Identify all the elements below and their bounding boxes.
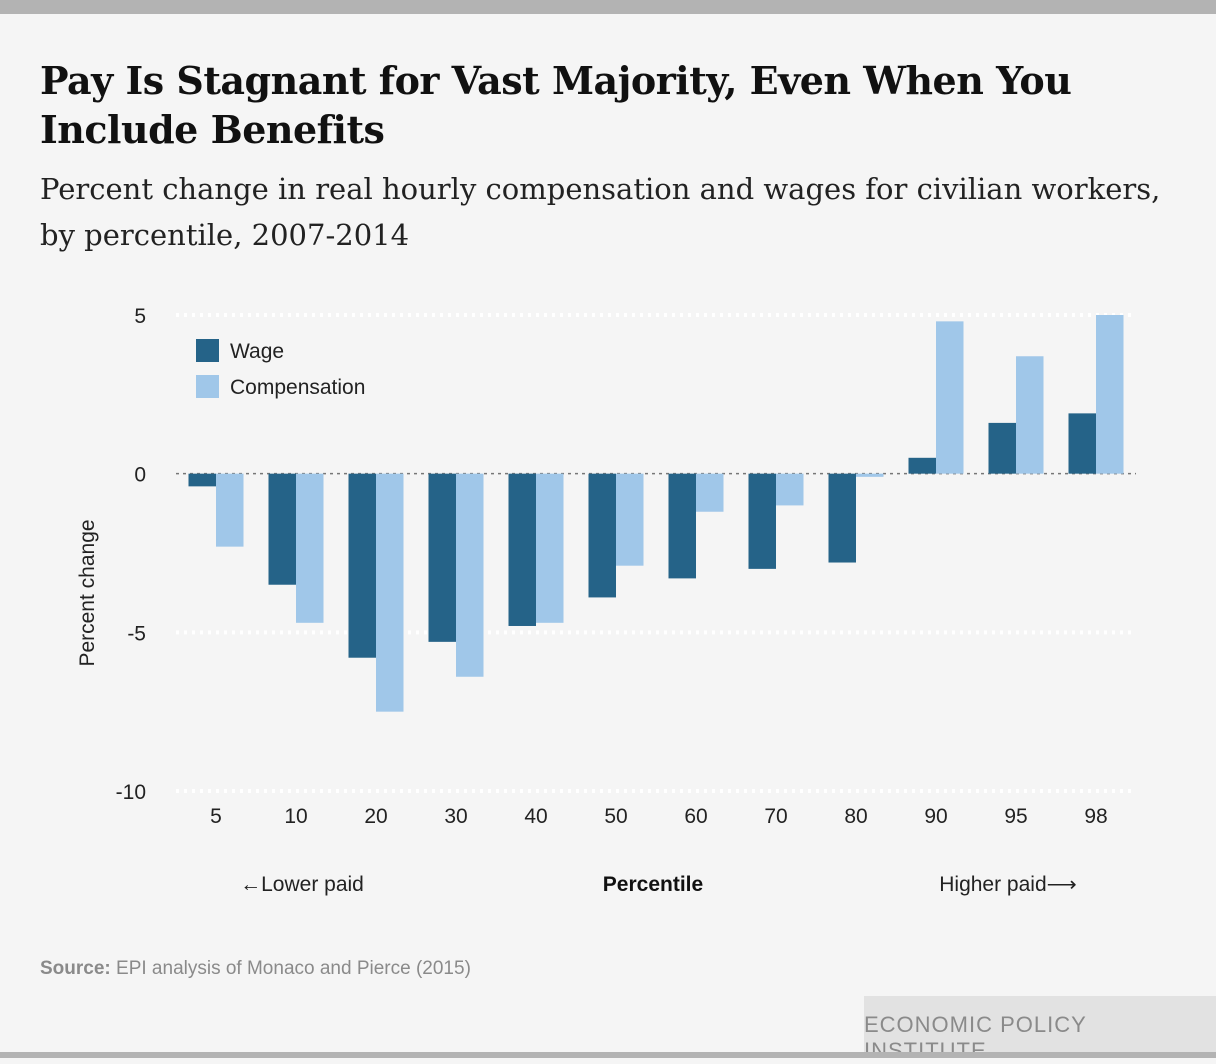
x-tick-label: 40 — [524, 805, 547, 828]
bar-compensation — [936, 321, 964, 474]
y-tick-label: -5 — [127, 622, 146, 645]
source-text: EPI analysis of Monaco and Pierce (2015) — [116, 958, 471, 979]
x-tick-label: 20 — [364, 805, 387, 828]
legend-swatch-wage — [196, 339, 219, 362]
bar-wage — [428, 473, 456, 642]
brand-footer: ECONOMIC POLICY INSTITUTE — [864, 996, 1216, 1063]
x-right-note: Higher paid⟶ — [939, 873, 1077, 896]
bar-compensation — [616, 473, 644, 566]
bar-wage — [188, 473, 216, 487]
x-tick-label: 50 — [604, 805, 627, 828]
bar-wage — [508, 473, 536, 626]
x-axis-label: Percentile — [603, 873, 703, 896]
x-tick-label: 10 — [284, 805, 307, 828]
bar-wage — [908, 457, 936, 474]
bar-compensation — [1016, 356, 1044, 474]
y-axis-label: Percent change — [76, 519, 99, 666]
x-tick-label: 95 — [1004, 805, 1027, 828]
bar-wage — [268, 473, 296, 585]
bar-compensation — [1096, 315, 1124, 474]
x-tick-label: 70 — [764, 805, 787, 828]
y-tick-label: 0 — [134, 464, 146, 487]
source-note: Source: EPI analysis of Monaco and Pierc… — [40, 958, 471, 980]
bar-wage — [588, 473, 616, 598]
bar-compensation — [376, 473, 404, 712]
bottom-rule — [0, 1052, 1216, 1058]
source-label: Source: — [40, 958, 111, 979]
bar-compensation — [696, 473, 724, 512]
x-left-note: ←Lower paid — [240, 873, 364, 896]
x-tick-label: 5 — [210, 805, 222, 828]
chart-subtitle: Percent change in real hourly compensati… — [40, 172, 1161, 252]
bar-wage — [668, 473, 696, 579]
y-tick-label: -10 — [116, 781, 146, 804]
chart-title: Pay Is Stagnant for Vast Majority, Even … — [40, 58, 1072, 152]
bar-wage — [748, 473, 776, 569]
bar-compensation — [536, 473, 564, 623]
bar-wage — [828, 473, 856, 563]
x-tick-label: 30 — [444, 805, 467, 828]
bar-compensation — [856, 473, 884, 477]
bar-wage — [988, 422, 1016, 474]
y-tick-label: 5 — [134, 305, 146, 328]
bar-wage — [348, 473, 376, 658]
legend-label-compensation: Compensation — [230, 376, 365, 399]
x-tick-label: 90 — [924, 805, 947, 828]
x-tick-label: 60 — [684, 805, 707, 828]
x-tick-label: 98 — [1084, 805, 1107, 828]
x-tick-label: 80 — [844, 805, 867, 828]
bar-compensation — [216, 473, 244, 547]
legend-swatch-compensation — [196, 375, 219, 398]
bar-compensation — [296, 473, 324, 623]
legend-label-wage: Wage — [230, 340, 284, 363]
bar-compensation — [776, 473, 804, 506]
bar-wage — [1068, 413, 1096, 474]
bar-compensation — [456, 473, 484, 677]
top-rule — [0, 0, 1216, 14]
brand-name: ECONOMIC POLICY INSTITUTE — [864, 1012, 1087, 1063]
